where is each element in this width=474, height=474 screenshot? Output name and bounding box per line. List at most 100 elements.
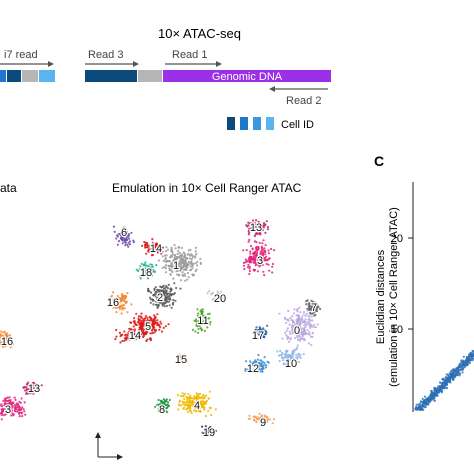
panel-c-point [433,397,436,400]
umap-point [16,403,20,406]
umap-point [286,327,289,330]
umap-point [10,401,13,405]
umap-point [157,398,160,402]
umap-point [181,271,184,274]
umap-point [291,354,294,357]
umap-point [143,263,146,266]
panel-c-tick-label-20: 20 [391,233,403,245]
umap-point [283,316,286,319]
umap-point [186,253,189,256]
umap-point [177,408,180,411]
umap-point [158,291,162,294]
umap-point [128,243,132,246]
umap-point [306,329,309,332]
umap-point [181,261,184,264]
umap-point [218,293,221,296]
umap-point [130,231,133,234]
index-segment-3 [22,70,38,82]
umap-point [262,226,265,229]
umap-point [175,286,178,290]
umap-y-arrowhead [95,432,101,438]
umap-point [149,291,153,294]
panel-c-point [443,382,446,385]
umap-point [262,364,266,367]
umap-point [191,403,194,406]
umap-point [8,339,11,342]
umap-point [141,244,144,247]
umap-point [207,397,211,400]
umap-point [112,306,115,309]
index-segment-1 [0,70,6,82]
umap-point [145,329,148,332]
umap-point [187,393,190,396]
umap-point [124,238,127,241]
panel-c-point [446,379,449,383]
umap-point [135,336,138,339]
umap-point [256,329,259,333]
umap-point [208,406,211,409]
umap-point [261,367,264,370]
umap-point [296,325,299,328]
umap-point [141,322,144,326]
umap-point [133,320,136,323]
umap-point [167,260,171,263]
umap-point [281,359,284,362]
umap-point [206,431,209,434]
umap-point [156,305,159,309]
umap-point [206,321,210,324]
umap-point [244,258,247,261]
umap-point [256,368,259,371]
umap-point [155,303,158,306]
umap-point [0,336,2,339]
umap-point [157,259,160,262]
panel-c-point [430,392,433,395]
umap-point [185,263,188,266]
umap-point [183,255,186,258]
umap-point [259,364,262,368]
umap-point [178,399,181,402]
umap-point [118,305,121,308]
umap-point [166,406,169,409]
umap-point [261,242,264,245]
umap-point [162,293,165,296]
umap-point [211,299,214,302]
umap-point [295,348,298,351]
umap-point [162,303,165,306]
umap-point [149,296,152,299]
panel-c-point [444,384,447,387]
umap-point [260,332,263,335]
umap-point [161,246,164,249]
umap-point [187,276,190,279]
umap-point [182,402,185,405]
umap-point [186,404,190,407]
cluster-label-20: 20 [214,293,226,305]
umap-point [188,406,192,410]
umap-point [246,368,249,371]
umap-point [8,334,11,337]
panel-c-point [454,374,457,377]
umap-point [258,241,261,244]
umap-point [196,405,199,408]
umap-point [271,262,275,266]
umap-point [189,248,192,251]
umap-point [178,353,181,356]
umap-point [253,221,256,224]
umap-point [259,264,262,267]
umap-point [245,360,248,363]
umap-point [284,353,287,356]
umap-point [144,246,147,249]
umap-point [163,403,166,406]
cluster-label-1: 1 [173,260,179,272]
umap-point [139,277,142,280]
umap-point [299,328,302,332]
umap-point [256,331,259,334]
umap-point [121,339,124,343]
umap-point [289,356,292,359]
umap-point [23,410,26,413]
panel-c-point [438,385,441,388]
umap-point [156,319,159,322]
panel-c-point [471,359,474,362]
umap-point [114,338,117,341]
umap-point [251,222,254,225]
umap-point [6,396,9,399]
